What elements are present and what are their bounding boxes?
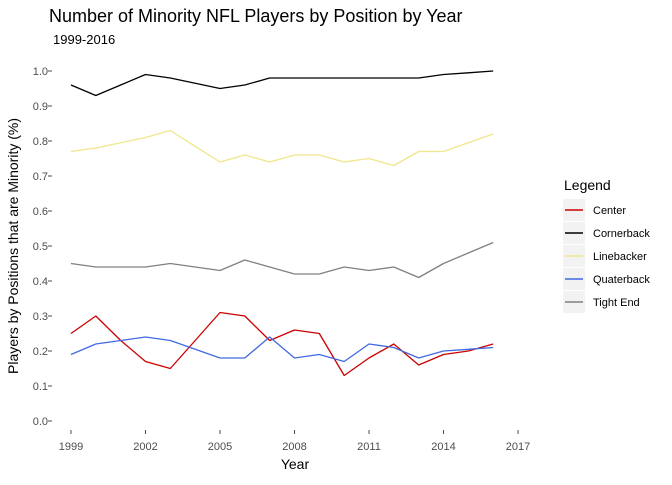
legend-label: Linebacker (593, 251, 647, 263)
legend-label: Tight End (593, 297, 640, 309)
series-lines (70, 70, 494, 377)
legend: Legend Center Cornerback Linebacker Quaterb… (563, 177, 650, 313)
legend-title: Legend (564, 177, 611, 193)
y-tick-label: 0.6 (33, 206, 48, 218)
legend-label: Cornerback (593, 228, 650, 240)
series-line-linebacker (70, 129, 494, 167)
y-tick-label: 0.3 (33, 311, 48, 323)
y-tick-label: 0.7 (33, 171, 48, 183)
y-axis-ticks: 0.0 0.1 0.2 0.3 0.4 0.5 0.6 0.7 0.8 0.9 1.0 (33, 66, 52, 428)
y-tick-label: 0.5 (33, 241, 48, 253)
y-tick-label: 0.9 (33, 101, 48, 113)
series-line-tight-end (70, 241, 494, 279)
x-axis-ticks: 1999 2002 2005 2008 2011 2014 2017 (59, 430, 530, 453)
chart-subtitle: 1999-2016 (53, 32, 115, 47)
y-axis-label: Players by Positions that are Minority (… (5, 118, 21, 374)
y-tick-label: 0.8 (33, 136, 48, 148)
x-tick-label: 2017 (506, 441, 530, 453)
x-tick-label: 2008 (282, 441, 306, 453)
x-tick-label: 2005 (208, 441, 232, 453)
legend-label: Quaterback (593, 274, 650, 286)
x-tick-label: 2014 (431, 441, 455, 453)
series-line-cornerback (70, 70, 494, 97)
y-tick-label: 1.0 (33, 66, 48, 78)
y-tick-label: 0.0 (33, 416, 48, 428)
chart-title: Number of Minority NFL Players by Positi… (49, 6, 463, 26)
y-tick-label: 0.2 (33, 346, 48, 358)
legend-items: Center Cornerback Linebacker Quaterback Tigh… (563, 199, 650, 313)
y-tick-label: 0.1 (33, 381, 48, 393)
x-tick-label: 2002 (133, 441, 157, 453)
x-tick-label: 2011 (357, 441, 381, 453)
series-line-quaterback (70, 336, 494, 363)
y-tick-label: 0.4 (33, 276, 48, 288)
x-axis-label: Year (281, 456, 310, 472)
legend-label: Center (593, 205, 626, 217)
x-tick-label: 1999 (59, 441, 83, 453)
series-line-center (70, 311, 494, 377)
